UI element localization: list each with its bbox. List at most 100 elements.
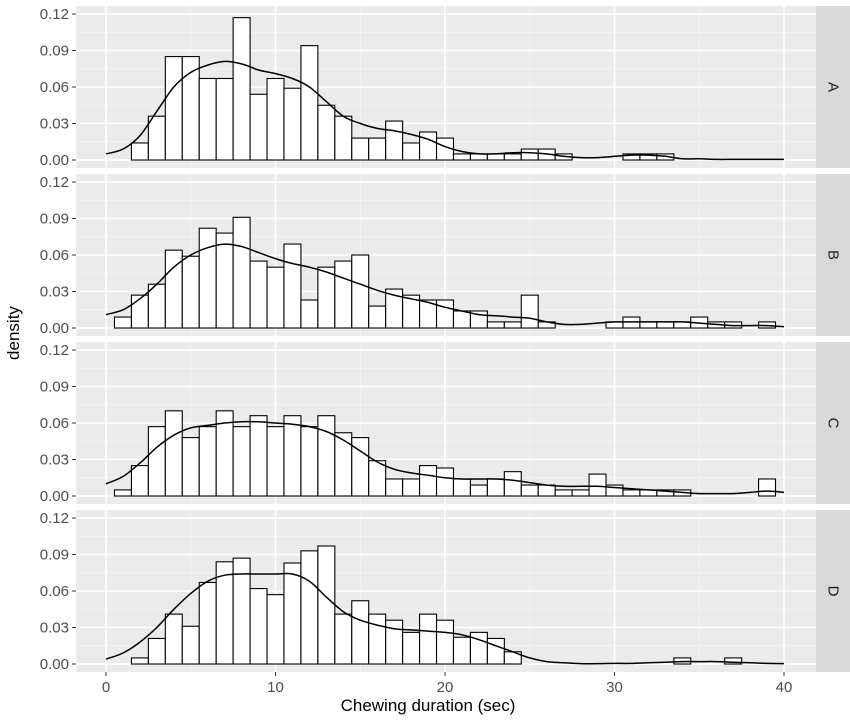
- facet-strip: [816, 174, 850, 336]
- histogram-bar: [232, 17, 251, 161]
- histogram-bar: [435, 619, 455, 665]
- histogram-bar: [402, 142, 421, 161]
- histogram-bar: [198, 227, 217, 329]
- y-tick-label: 0.09: [40, 379, 69, 396]
- histogram-bar: [724, 657, 743, 665]
- histogram-bar: [164, 410, 183, 497]
- histogram-bar: [113, 489, 132, 497]
- histogram-bar: [486, 153, 505, 161]
- histogram-bar: [503, 153, 522, 161]
- histogram-bar: [639, 321, 658, 329]
- histogram-bar: [283, 87, 302, 161]
- histogram-bar: [368, 137, 387, 161]
- y-axis-title: density: [4, 306, 23, 360]
- histogram-bar: [503, 321, 522, 329]
- facet-panel-d: 0.00 0.03 0.06 0.09 0.12 D: [40, 510, 850, 673]
- x-axis-title: Chewing duration (sec): [341, 696, 516, 715]
- histogram-bar: [300, 426, 319, 497]
- y-tick-label: 0.00: [40, 152, 69, 169]
- histogram-bar: [351, 137, 370, 161]
- histogram-bar: [300, 299, 319, 329]
- histogram-bar: [419, 131, 438, 161]
- histogram-bar: [368, 460, 387, 497]
- histogram-bar: [452, 153, 471, 161]
- histogram-bar: [113, 316, 132, 329]
- histogram-bar: [486, 321, 505, 329]
- histogram-bar: [419, 465, 438, 497]
- histogram-bar: [385, 120, 404, 161]
- density-curve: [105, 243, 785, 328]
- y-tick-label: 0.09: [40, 211, 69, 228]
- histogram-bar: [520, 294, 539, 329]
- histogram-bar: [198, 426, 217, 497]
- histogram-bar: [758, 478, 777, 497]
- histogram-bar: [249, 415, 268, 497]
- histogram-bar: [385, 478, 404, 497]
- facet-strip-label: C: [825, 418, 842, 429]
- facet-panel-b: 0.00 0.03 0.06 0.09 0.12 B: [40, 174, 850, 337]
- y-tick-label: 0.00: [40, 488, 69, 505]
- histogram-bar: [334, 260, 353, 329]
- histogram-bar: [181, 437, 200, 497]
- x-tick-label: 10: [267, 679, 284, 696]
- histogram-bar: [452, 310, 471, 329]
- y-tick-label: 0.06: [40, 247, 69, 264]
- histogram-bar: [198, 77, 217, 161]
- facet-panel-c: 0.00 0.03 0.06 0.09 0.12 C: [40, 342, 850, 505]
- histogram-bar: [147, 283, 166, 329]
- histogram-bar: [656, 321, 675, 329]
- y-tick-label: 0.12: [40, 342, 69, 359]
- histogram-bar: [317, 415, 336, 497]
- histogram-bar: [317, 104, 336, 161]
- y-tick-label: 0.06: [40, 79, 69, 96]
- histogram-bar: [537, 484, 556, 497]
- histogram-bar: [317, 545, 336, 665]
- histogram-bar: [215, 232, 234, 329]
- histogram-bar: [554, 489, 573, 497]
- histogram-bar: [249, 588, 268, 665]
- histogram-bar: [368, 613, 387, 665]
- histogram-bar: [181, 255, 200, 329]
- histogram-bar: [334, 432, 353, 497]
- y-tick-label: 0.00: [40, 320, 69, 337]
- histogram-bar: [588, 473, 607, 497]
- facet-strip: [816, 510, 850, 672]
- histogram-bar: [198, 581, 217, 665]
- facet-strip-label: A: [825, 82, 842, 92]
- histogram-bar: [503, 471, 522, 497]
- histogram-bar: [130, 142, 149, 161]
- facet-strip: [816, 6, 850, 168]
- histogram-bar: [368, 305, 387, 329]
- histogram-bar: [130, 465, 149, 497]
- histogram-bar: [334, 613, 353, 665]
- histogram-bar: [385, 619, 404, 665]
- histogram-bar: [452, 636, 471, 665]
- histogram-bar: [164, 56, 183, 161]
- facet-strip: [816, 342, 850, 504]
- histogram-bar: [164, 613, 183, 665]
- histogram-bar: [266, 77, 285, 161]
- histogram-bar: [249, 260, 268, 329]
- histogram-bar: [147, 637, 166, 665]
- histogram-bar: [334, 115, 353, 161]
- x-tick-label: 40: [776, 679, 793, 696]
- density-curve: [105, 572, 785, 665]
- histogram-bar: [571, 489, 590, 497]
- histogram-bar: [402, 478, 421, 497]
- histogram-bar: [452, 478, 471, 497]
- density-curve: [105, 60, 785, 161]
- histogram-bar: [130, 294, 149, 329]
- histogram-bar: [266, 594, 285, 665]
- histogram-bar: [300, 45, 319, 161]
- histogram-bar: [266, 266, 285, 329]
- x-tick-label: 0: [102, 679, 110, 696]
- y-tick-label: 0.00: [40, 656, 69, 673]
- histogram-bar: [266, 426, 285, 497]
- x-tick-label: 30: [606, 679, 623, 696]
- y-tick-label: 0.03: [40, 452, 69, 469]
- histogram-bar: [317, 266, 336, 329]
- histogram-bar: [486, 637, 505, 665]
- facet-strip-label: B: [825, 250, 842, 260]
